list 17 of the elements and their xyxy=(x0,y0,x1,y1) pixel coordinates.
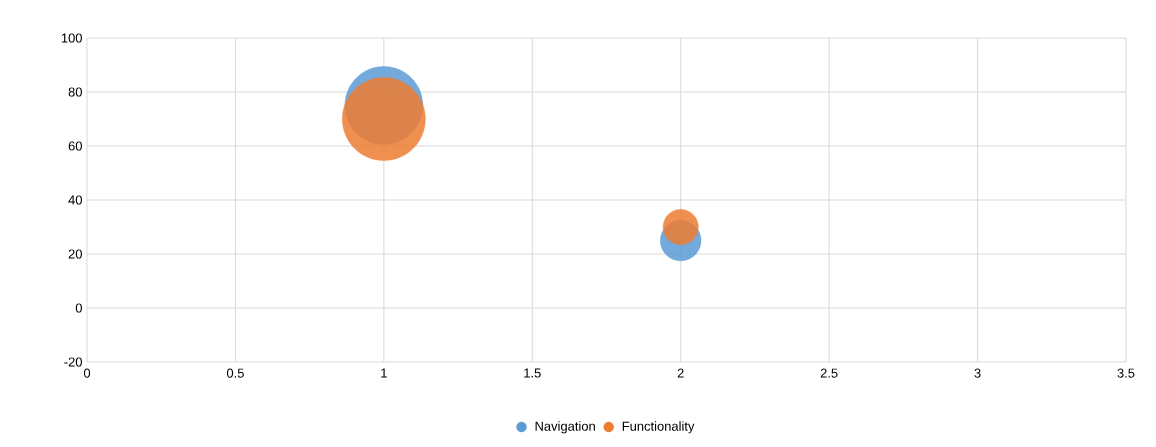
x-tick-label: 0.5 xyxy=(226,368,244,378)
y-tick-label: 80 xyxy=(68,87,82,97)
x-tick-label: 1.5 xyxy=(524,368,541,378)
legend-label: Navigation xyxy=(535,421,595,434)
x-tick-label: 2 xyxy=(677,368,684,378)
y-tick-label: 0 xyxy=(75,303,82,313)
x-tick-label: 1 xyxy=(381,368,387,378)
y-tick-label: 100 xyxy=(61,33,82,43)
y-tick-label: -20 xyxy=(64,357,82,367)
x-tick-label: 3 xyxy=(974,368,981,378)
x-tick-label: 0 xyxy=(83,368,91,378)
x-tick-label: 3.5 xyxy=(1117,368,1135,378)
legend-label: Functionality xyxy=(622,421,695,434)
y-tick-label: 20 xyxy=(68,249,82,259)
y-tick-label: 40 xyxy=(68,195,82,205)
y-tick-label: 60 xyxy=(68,141,82,151)
x-tick-label: 2.5 xyxy=(820,368,838,378)
